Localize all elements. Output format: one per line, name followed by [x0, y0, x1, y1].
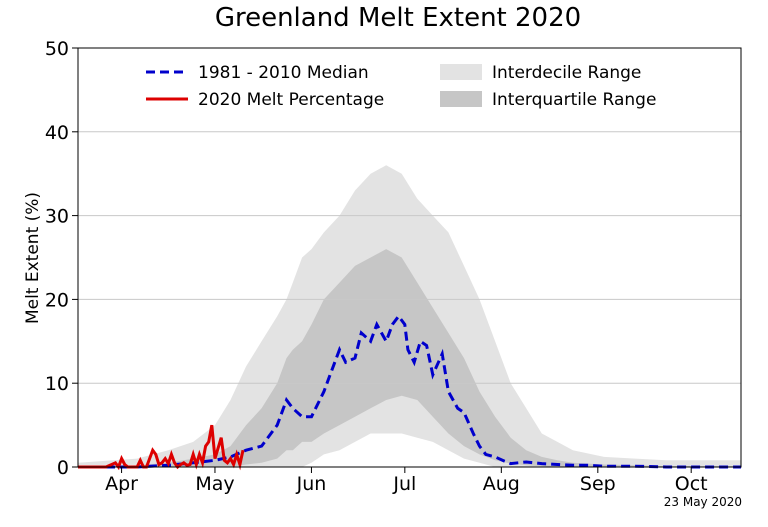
x-tick-label: Jun	[296, 473, 327, 495]
range-bands	[78, 165, 741, 468]
legend-interdecile-swatch	[440, 64, 482, 80]
y-axis-label: Melt Extent (%)	[23, 192, 43, 324]
chart-title: Greenland Melt Extent 2020	[215, 3, 581, 33]
legend-median-label: 1981 - 2010 Median	[198, 63, 369, 83]
legend-melt2020-label: 2020 Melt Percentage	[198, 90, 384, 110]
x-axis-ticks: Apr May Jun Jul Aug Sep Oct	[105, 467, 708, 495]
y-tick-label: 30	[45, 206, 69, 228]
y-tick-label: 50	[45, 38, 69, 60]
plot-frame	[77, 47, 742, 468]
y-tick-label: 40	[45, 122, 69, 144]
y-tick-label: 20	[45, 289, 69, 311]
median-line	[78, 313, 741, 469]
x-tick-label: Oct	[675, 473, 708, 495]
legend-interquartile-label: Interquartile Range	[492, 90, 656, 110]
x-tick-label: Jul	[392, 473, 416, 495]
legend-interquartile-swatch	[440, 91, 482, 107]
y-tick-label: 0	[57, 457, 69, 479]
legend: 1981 - 2010 Median 2020 Melt Percentage …	[146, 63, 656, 110]
grid-lines	[78, 131, 741, 384]
x-tick-label: Sep	[580, 473, 616, 495]
x-tick-label: Apr	[105, 473, 138, 495]
date-stamp: 23 May 2020	[664, 495, 742, 509]
x-tick-label: Aug	[483, 473, 520, 495]
interquartile-band	[78, 249, 741, 467]
x-tick-label: May	[195, 473, 234, 495]
y-tick-label: 10	[45, 373, 69, 395]
y-axis-ticks: 0 10 20 30 40 50	[45, 38, 78, 479]
legend-interdecile-label: Interdecile Range	[492, 63, 641, 83]
